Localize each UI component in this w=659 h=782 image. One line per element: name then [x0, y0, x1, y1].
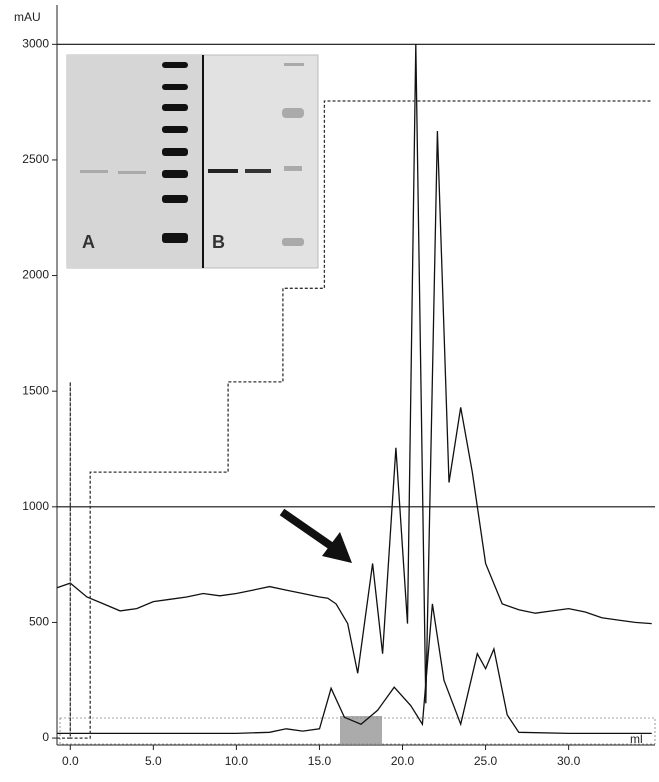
- x-tick-label: 30.0: [557, 754, 581, 768]
- x-tick-label: 25.0: [474, 754, 498, 768]
- gel-label: B: [212, 232, 225, 252]
- page: {"chart_data": {"type": "line", "y_label…: [0, 0, 659, 782]
- y-tick-label: 0: [42, 730, 49, 744]
- y-tick-label: 2000: [22, 268, 49, 282]
- gel-label: A: [82, 232, 95, 252]
- arrow: [282, 512, 352, 563]
- y-tick-label: 2500: [22, 152, 49, 166]
- x-tick-label: 20.0: [391, 754, 415, 768]
- x-tick-label: 10.0: [225, 754, 249, 768]
- y-tick-label: 1000: [22, 499, 49, 513]
- gel-inset: A B: [67, 55, 318, 268]
- fraction-highlight: [340, 716, 382, 746]
- band: [118, 171, 146, 174]
- y-tick-label: 3000: [22, 36, 49, 50]
- x-tick-label: 5.0: [145, 754, 162, 768]
- chart: mAU ml A B 0500100015002000250030000.05.…: [0, 0, 659, 777]
- y-tick-label: 500: [29, 615, 49, 629]
- x-tick-label: 15.0: [308, 754, 332, 768]
- band: [245, 169, 271, 173]
- band: [208, 169, 238, 173]
- band: [80, 170, 108, 173]
- y-tick-label: 1500: [22, 383, 49, 397]
- y-axis-label: mAU: [14, 10, 41, 24]
- series-line: [57, 604, 652, 734]
- x-tick-label: 0.0: [62, 754, 79, 768]
